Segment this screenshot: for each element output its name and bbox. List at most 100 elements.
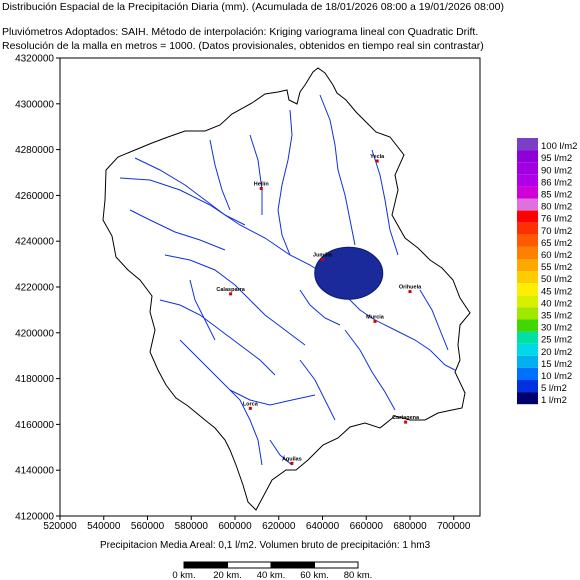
river-trib-9 — [299, 359, 336, 421]
city-marker — [248, 406, 252, 410]
legend-swatch — [517, 307, 538, 320]
legend-label: 100 l/m2 — [541, 141, 577, 152]
river-trib-15 — [189, 279, 216, 341]
city-label: Calasparra — [216, 287, 245, 293]
legend-swatch — [517, 234, 538, 247]
legend-swatch — [517, 138, 538, 151]
city-label: Cartagena — [392, 415, 420, 421]
x-tick-label: 620000 — [262, 521, 296, 532]
city-label: Lorca — [243, 401, 259, 407]
legend-swatch — [517, 331, 538, 344]
areal-precipitation-summary: Precipitacion Media Areal: 0,1 l/m2. Vol… — [100, 540, 431, 551]
city-marker — [408, 290, 412, 294]
city-label: Águilas — [282, 455, 302, 462]
legend-label: 5 l/m2 — [541, 383, 567, 394]
legend-swatch — [517, 198, 538, 211]
river-trib-12 — [419, 289, 449, 351]
legend-swatch — [517, 392, 538, 405]
legend-label: 20 l/m2 — [541, 347, 572, 358]
river-sw — [164, 254, 306, 346]
legend-swatch — [517, 355, 538, 368]
legend-label: 50 l/m2 — [541, 274, 572, 285]
river-trib-11 — [371, 149, 399, 256]
y-tick-label: 4240000 — [15, 237, 54, 248]
river-trib-6 — [209, 139, 231, 211]
legend-swatch — [517, 210, 538, 223]
river-trib-7 — [129, 209, 226, 251]
river-network — [119, 94, 456, 466]
city-marker — [375, 159, 379, 163]
map-title: Distribución Espacial de la Precipitació… — [2, 1, 504, 13]
y-tick-label: 4140000 — [15, 466, 54, 477]
legend-label: 70 l/m2 — [541, 226, 572, 237]
y-tick-label: 4200000 — [15, 328, 54, 339]
x-tick-label: 600000 — [218, 521, 252, 532]
legend-label: 30 l/m2 — [541, 323, 572, 334]
legend-label: 86 l/m2 — [541, 177, 572, 188]
river-trib-4 — [319, 94, 356, 246]
city-marker — [321, 258, 324, 262]
river-trib-5 — [249, 134, 263, 215]
legend-label: 10 l/m2 — [541, 371, 572, 382]
legend-label: 80 l/m2 — [541, 202, 572, 213]
legend-label: 55 l/m2 — [541, 262, 572, 273]
legend-label: 35 l/m2 — [541, 311, 572, 322]
y-tick-label: 4320000 — [15, 54, 54, 65]
scale-label: 40 km. — [257, 570, 286, 580]
x-axis: 520000 540000 560000 580000 600000 620000 6400… — [43, 516, 471, 532]
y-tick-label: 4120000 — [15, 512, 54, 523]
legend-swatch — [517, 380, 538, 393]
scale-label: 20 km. — [213, 570, 242, 580]
y-tick-label: 4220000 — [15, 283, 54, 294]
y-tick-label: 4160000 — [15, 420, 54, 431]
river-trib-8 — [344, 329, 396, 411]
y-axis: 4320000 4300000 4280000 4260000 4240000 42200… — [15, 54, 60, 523]
y-tick-label: 4260000 — [15, 191, 54, 202]
x-tick-label: 560000 — [131, 521, 165, 532]
river-trib-1 — [159, 299, 276, 376]
legend-swatch — [517, 319, 538, 332]
x-tick-label: 520000 — [43, 521, 77, 532]
legend-swatch — [517, 271, 538, 284]
precipitation-area — [314, 246, 384, 300]
legend-swatch — [517, 367, 538, 380]
x-tick-label: 540000 — [87, 521, 121, 532]
method-line: Pluviómetros Adoptados: SAIH. Método de … — [2, 26, 479, 38]
scale-bar: 0 km. 20 km. 40 km. 60 km. 80 km. — [172, 561, 373, 580]
city-marker — [404, 420, 408, 424]
resolution-line: Resolución de la malla en metros = 1000.… — [2, 40, 484, 52]
scale-label: 0 km. — [172, 570, 195, 580]
legend-label: 85 l/m2 — [541, 190, 572, 201]
scale-segment — [227, 561, 272, 569]
river-trib-3 — [277, 109, 293, 256]
legend-label: 90 l/m2 — [541, 165, 572, 176]
x-tick-label: 700000 — [437, 521, 471, 532]
x-tick-label: 640000 — [306, 521, 340, 532]
x-tick-label: 580000 — [175, 521, 209, 532]
legend-label: 45 l/m2 — [541, 286, 572, 297]
y-tick-label: 4300000 — [15, 99, 54, 110]
legend-swatch — [517, 222, 538, 235]
legend-label: 76 l/m2 — [541, 214, 572, 225]
river-trib-2 — [179, 339, 263, 466]
river-trib-13 — [269, 439, 293, 466]
river-trib-10 — [229, 389, 316, 406]
scale-label: 80 km. — [344, 570, 373, 580]
scale-segment — [270, 561, 315, 569]
legend-swatch — [517, 283, 538, 296]
city-marker — [229, 292, 233, 296]
city-label: Murcia — [366, 314, 385, 320]
river-trib-14 — [299, 289, 341, 326]
legend-label: 1 l/m2 — [541, 395, 567, 406]
legend-swatch — [517, 343, 538, 356]
city-label: Orihuela — [399, 285, 422, 291]
city-marker — [259, 187, 263, 191]
city-marker — [290, 461, 294, 465]
scale-segment — [183, 561, 228, 569]
legend-swatch — [517, 246, 538, 259]
city-marker — [373, 319, 377, 323]
legend-label: 25 l/m2 — [541, 335, 572, 346]
legend-swatch — [517, 162, 538, 175]
legend-swatch — [517, 259, 538, 272]
